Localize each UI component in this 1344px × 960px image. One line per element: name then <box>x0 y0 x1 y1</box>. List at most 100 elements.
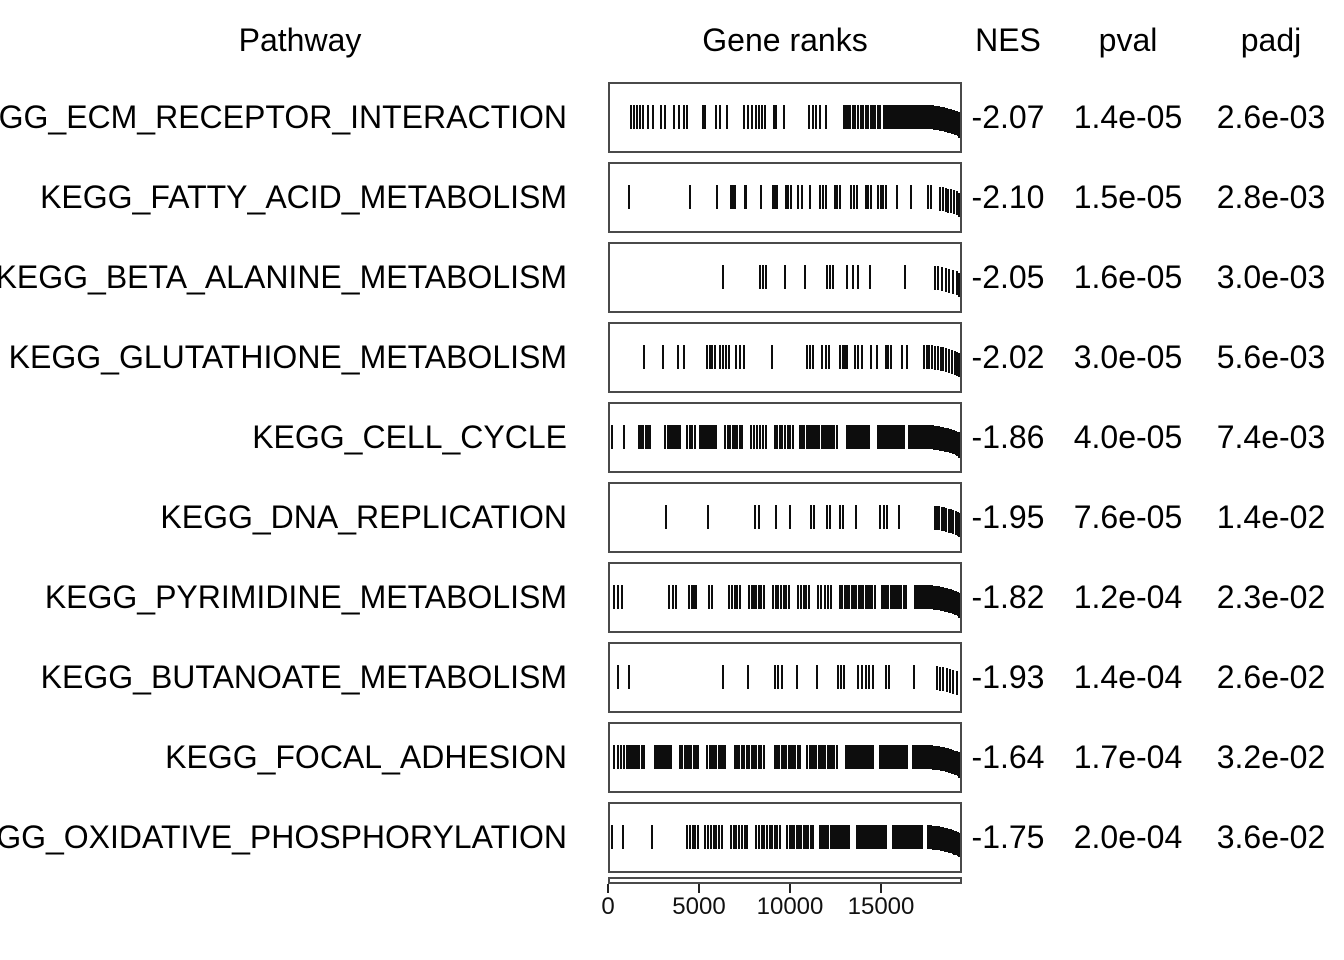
gene-rank-tick <box>952 750 955 775</box>
gene-rank-tick <box>764 425 767 449</box>
gene-rank-tick <box>936 346 939 371</box>
gene-rank-tick <box>713 745 716 769</box>
gene-rank-tick <box>888 665 891 689</box>
gene-rank-tick <box>630 745 633 769</box>
gene-rank-tick <box>945 588 948 613</box>
gene-rank-tick <box>938 666 941 691</box>
gene-rank-tick <box>925 345 928 370</box>
gene-rank-tick <box>841 345 844 369</box>
gene-rank-tick <box>890 345 893 369</box>
gene-rank-tick <box>949 589 952 614</box>
gene-rank-tick <box>848 585 851 609</box>
gene-rank-tick <box>898 585 901 609</box>
gene-rank-tick <box>930 745 933 770</box>
gene-rank-tick <box>937 106 940 131</box>
gene-rank-tick <box>958 433 960 458</box>
gene-rank-tick <box>901 745 904 769</box>
gene-rank-tick <box>786 425 789 449</box>
gene-rank-tick <box>710 745 713 769</box>
gene-rank-tick <box>819 825 822 849</box>
gene-rank-tick <box>713 345 716 369</box>
gene-rank-tick <box>733 585 736 609</box>
gene-rank-tick <box>848 425 851 449</box>
gene-rank-tick <box>859 825 862 849</box>
gene-rank-tick <box>755 825 758 849</box>
gene-rank-tick <box>670 425 673 449</box>
pathway-row: KEGG_ECM_RECEPTOR_INTERACTION -2.07 1.4e-0… <box>0 82 1344 153</box>
gene-rank-tick <box>917 825 920 849</box>
gene-rank-tick <box>711 425 714 449</box>
gene-rank-tick <box>622 425 625 449</box>
gene-rank-tick <box>864 585 867 609</box>
gene-ranks-panel <box>608 162 962 233</box>
nes-value: -2.07 <box>971 99 1045 135</box>
gene-rank-tick <box>948 108 951 133</box>
pathway-row: KEGG_CELL_CYCLE -1.86 4.0e-05 7.4e-03 <box>0 402 1344 473</box>
nes-value: -1.95 <box>971 499 1045 535</box>
gene-rank-tick <box>951 269 954 294</box>
gene-rank-tick <box>885 105 888 129</box>
gene-rank-tick <box>758 425 761 449</box>
pval-value: 1.2e-04 <box>1073 579 1183 615</box>
gene-rank-tick <box>773 665 776 689</box>
gene-rank-tick <box>777 665 780 689</box>
gene-rank-tick <box>892 745 895 769</box>
padj-value: 2.6e-02 <box>1216 659 1326 695</box>
gene-rank-tick <box>882 185 885 209</box>
gene-rank-tick <box>829 825 832 849</box>
gene-rank-tick <box>778 425 781 449</box>
gene-rank-tick <box>951 109 954 134</box>
gene-rank-tick <box>850 585 853 609</box>
pathway-label: KEGG_ECM_RECEPTOR_INTERACTION <box>0 99 567 135</box>
gene-rank-tick <box>759 185 762 209</box>
gene-rank-tick <box>871 745 874 769</box>
nes-value: -1.86 <box>971 419 1045 455</box>
gene-rank-tick <box>882 745 885 769</box>
gene-rank-tick <box>722 745 725 769</box>
gene-rank-tick <box>864 185 867 209</box>
gene-rank-tick <box>899 745 902 769</box>
gene-rank-tick <box>815 105 818 129</box>
gene-rank-tick <box>790 185 792 209</box>
gene-rank-tick <box>777 585 780 609</box>
gene-rank-tick <box>610 825 613 849</box>
gene-rank-tick <box>940 106 943 131</box>
gene-rank-tick <box>947 588 950 613</box>
pathway-row: KEGG_OXIDATIVE_PHOSPHORYLATION -1.75 2.0e-… <box>0 802 1344 873</box>
gene-rank-tick <box>833 185 836 209</box>
gene-rank-tick <box>886 105 889 129</box>
gene-rank-tick <box>887 345 890 369</box>
gene-rank-tick <box>955 111 958 136</box>
gene-rank-tick <box>934 425 937 450</box>
gene-rank-tick <box>793 825 796 849</box>
gene-rank-tick <box>628 665 631 689</box>
gene-rank-tick <box>651 105 654 129</box>
gene-rank-tick <box>750 585 753 609</box>
column-header-pval: pval <box>1098 22 1158 58</box>
gene-rank-tick <box>911 425 914 449</box>
gene-rank-tick <box>947 108 950 133</box>
gene-rank-tick <box>898 105 901 129</box>
gene-rank-tick <box>688 825 691 849</box>
gene-rank-tick <box>842 105 845 129</box>
gene-rank-tick <box>922 105 925 129</box>
gene-rank-tick <box>913 745 916 769</box>
gene-rank-tick <box>941 106 944 131</box>
gene-rank-tick <box>895 185 898 209</box>
gene-rank-tick <box>862 745 865 769</box>
nes-value: -1.93 <box>971 659 1045 695</box>
gene-rank-tick <box>881 585 883 609</box>
gene-rank-tick <box>941 827 944 852</box>
gene-rank-tick <box>939 346 942 371</box>
gene-rank-tick <box>945 347 948 372</box>
gene-rank-tick <box>709 825 712 849</box>
gene-rank-tick <box>874 825 877 849</box>
gene-rank-tick <box>925 585 928 610</box>
gene-rank-tick <box>640 745 643 769</box>
gene-rank-tick <box>873 585 876 609</box>
gene-rank-tick <box>942 347 945 372</box>
pathway-label: KEGG_PYRIMIDINE_METABOLISM <box>44 579 567 615</box>
gene-rank-tick <box>665 745 668 769</box>
gene-rank-tick <box>923 425 926 449</box>
gene-rank-tick <box>831 265 834 289</box>
